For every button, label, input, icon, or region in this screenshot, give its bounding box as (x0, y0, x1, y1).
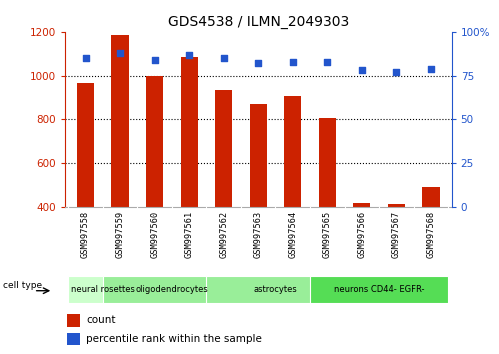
Point (82, 55, 90, 61)
Point (220, 55, 228, 61)
Point (289, 59, 297, 64)
Text: GSM997562: GSM997562 (219, 211, 228, 258)
Text: GSM997566: GSM997566 (357, 211, 366, 258)
Bar (67, 314, 80, 327)
Text: GSM997565: GSM997565 (323, 211, 332, 258)
Text: GSM997564: GSM997564 (288, 211, 297, 258)
Bar (146, 76, 163, 207)
Text: GSM997559: GSM997559 (116, 211, 125, 258)
Text: GSM997561: GSM997561 (185, 211, 194, 258)
Text: GSM997558: GSM997558 (81, 211, 90, 258)
Bar (67, 333, 80, 346)
Point (151, 57, 159, 63)
Text: GSM997568: GSM997568 (426, 211, 436, 258)
Point (427, 66, 435, 72)
Text: cell type: cell type (3, 281, 42, 290)
Bar (284, 97, 301, 207)
Bar (77, 83, 94, 207)
Bar (319, 118, 336, 207)
Bar (422, 187, 440, 207)
Point (323, 59, 331, 64)
Point (358, 68, 366, 73)
Bar (250, 104, 267, 207)
Point (254, 61, 262, 66)
Point (392, 69, 400, 75)
Text: GSM997567: GSM997567 (392, 211, 401, 258)
Bar (103, 276, 241, 303)
Bar (310, 276, 448, 303)
Text: count: count (86, 315, 116, 325)
Bar (353, 203, 370, 207)
Bar (111, 35, 129, 207)
Bar (68, 276, 137, 303)
Text: oligodendrocytes: oligodendrocytes (136, 285, 208, 294)
Point (116, 50, 124, 56)
Bar (388, 204, 405, 207)
Bar (207, 276, 344, 303)
Text: astrocytes: astrocytes (253, 285, 297, 294)
Bar (181, 57, 198, 207)
Text: percentile rank within the sample: percentile rank within the sample (86, 334, 262, 344)
Text: neurons CD44- EGFR-: neurons CD44- EGFR- (334, 285, 424, 294)
Text: neural rosettes: neural rosettes (71, 285, 135, 294)
Point (185, 52, 193, 57)
Text: GSM997563: GSM997563 (253, 211, 263, 258)
Text: GSM997560: GSM997560 (150, 211, 159, 258)
Title: GDS4538 / ILMN_2049303: GDS4538 / ILMN_2049303 (168, 16, 349, 29)
Bar (215, 90, 233, 207)
